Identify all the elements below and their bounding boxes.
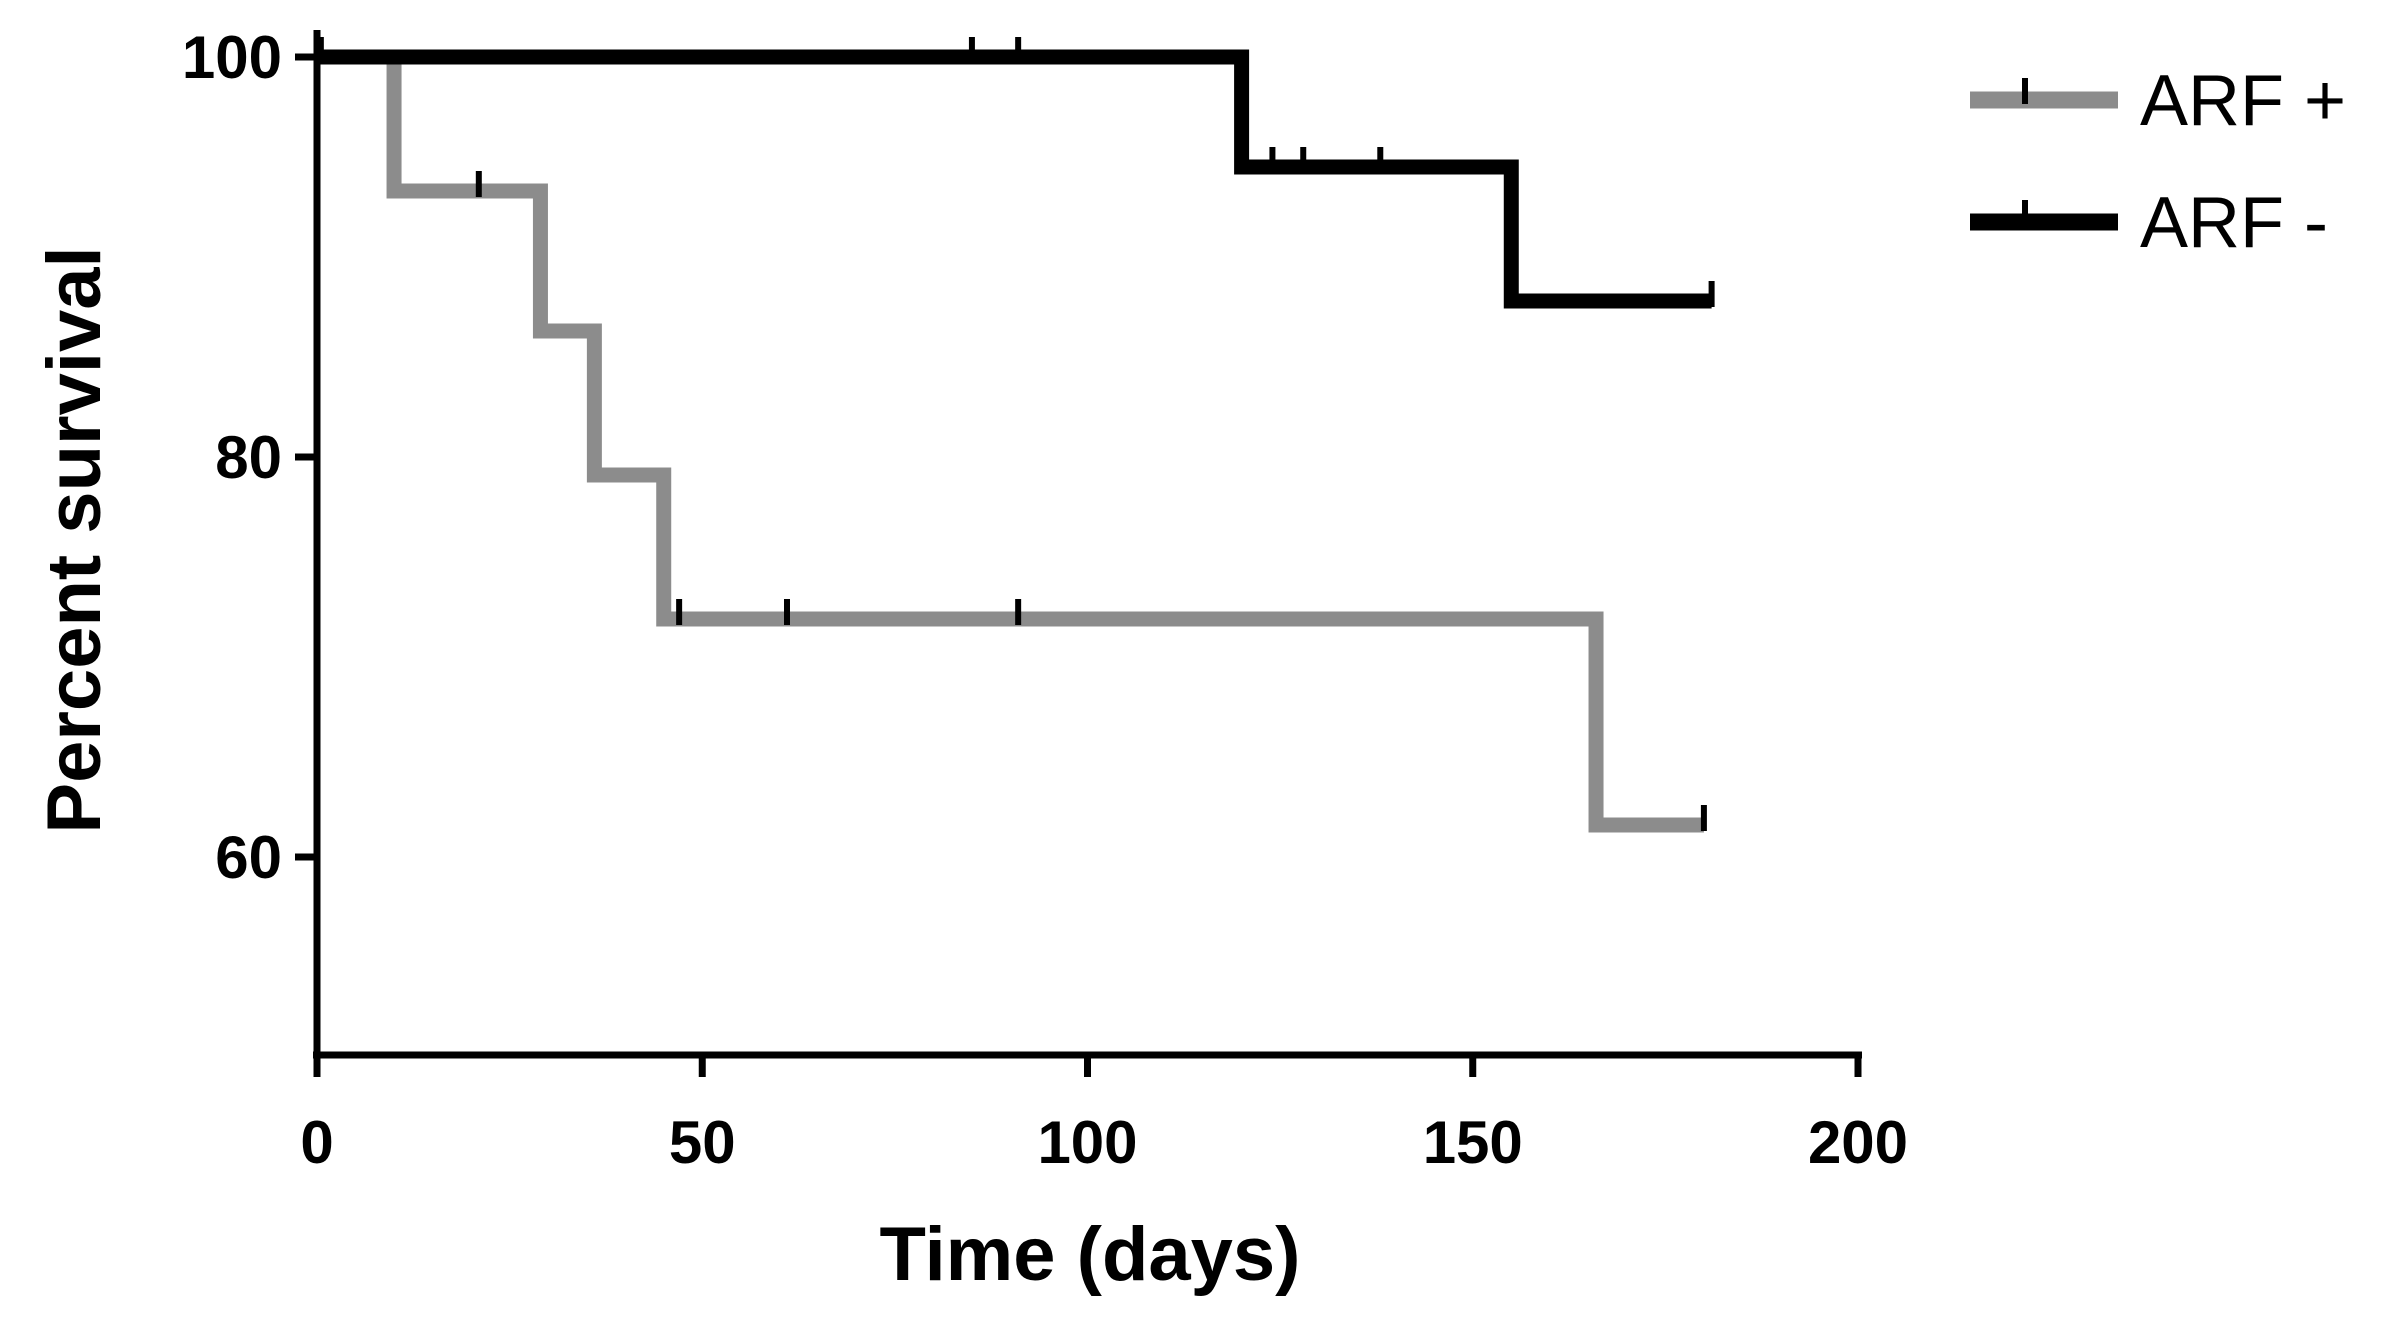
legend-label-arf-pos: ARF + <box>2140 61 2346 141</box>
x-tick-label-0: 0 <box>300 1109 333 1176</box>
y-axis-title: Percent survival <box>32 246 117 833</box>
x-tick-label-200: 200 <box>1808 1109 1908 1176</box>
x-tick-label-150: 150 <box>1423 1109 1523 1176</box>
y-tick-label-80: 80 <box>215 424 282 491</box>
y-tick-label-100: 100 <box>182 24 282 91</box>
x-tick-label-50: 50 <box>669 1109 736 1176</box>
x-tick-label-100: 100 <box>1037 1109 1137 1176</box>
x-axis-title: Time (days) <box>880 1212 1301 1297</box>
y-tick-label-60: 60 <box>215 824 282 891</box>
legend: ARF + ARF - <box>1970 61 2346 263</box>
series-line-arf-neg <box>317 49 1712 309</box>
ticks-layer: 0 50 100 150 200 60 80 100 <box>182 24 1908 1176</box>
series-line-arf-pos <box>317 49 1704 833</box>
legend-label-arf-neg: ARF - <box>2140 183 2328 263</box>
series-layer <box>317 37 1715 833</box>
